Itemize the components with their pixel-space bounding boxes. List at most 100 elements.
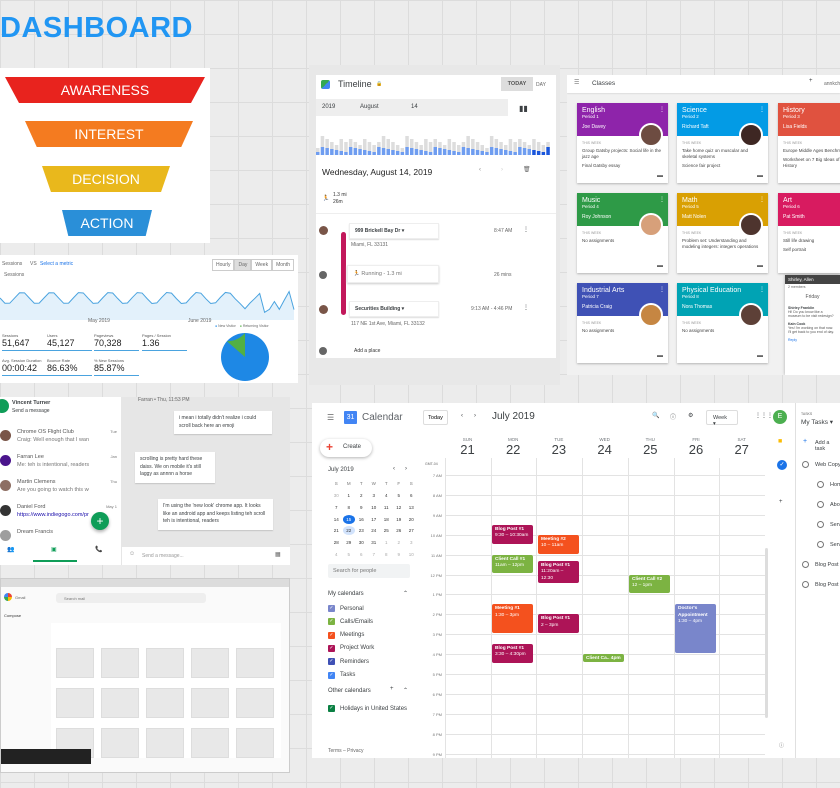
folder-icon[interactable]: ▬: [657, 353, 663, 359]
add-place-button[interactable]: Add a place: [354, 348, 381, 354]
class-name[interactable]: Art: [783, 197, 792, 204]
period-week[interactable]: Week: [251, 259, 273, 271]
attachment-thumbnail[interactable]: [101, 648, 139, 678]
settings-icon[interactable]: ⚙: [688, 413, 694, 419]
class-card[interactable]: Science Period 2 Richard Taft ⋮ THIS WEEK Tak…: [677, 103, 768, 183]
class-card[interactable]: Music Period 4 Roy Johnson ⋮ THIS WEEK No ass…: [577, 193, 668, 273]
conversation-item[interactable]: Chrome OS Flight Club Craig: Well enough …: [0, 427, 120, 451]
activity-segment[interactable]: 🏃 Running - 1.3 mi: [347, 265, 439, 283]
calendar-item[interactable]: ✓ Reminders: [328, 658, 369, 666]
calendar-item[interactable]: ✓ Meetings: [328, 631, 364, 639]
class-options-icon[interactable]: ⋮: [659, 197, 665, 203]
mini-calendar-day[interactable]: 19: [396, 516, 402, 522]
calendar-event[interactable]: Blog Post #1 2 – 3pm: [538, 614, 579, 634]
day-select[interactable]: 14: [411, 104, 418, 110]
more-options-icon[interactable]: ⋮: [523, 305, 529, 311]
assignment[interactable]: Worksheet on 7 Big Ideas of Western Hist…: [783, 157, 840, 169]
mini-calendar-day[interactable]: 29: [346, 540, 352, 546]
class-card[interactable]: Industrial Arts Period 7 Patricia Craig ⋮ TH…: [577, 283, 668, 363]
day-number[interactable]: 25: [643, 442, 658, 457]
class-card[interactable]: English Period 1 Joe Davey ⋮ THIS WEEK Group …: [577, 103, 668, 183]
mini-calendar-day[interactable]: 7: [372, 552, 375, 557]
conversation-item[interactable]: Daniel Ford https://www.indiegogo.com/pro…: [0, 502, 120, 526]
mini-calendar-day[interactable]: 1: [347, 493, 350, 498]
mini-calendar-day[interactable]: 5: [347, 552, 350, 557]
class-name[interactable]: English: [582, 107, 605, 114]
task-item[interactable]: Services: [817, 521, 840, 528]
search-icon[interactable]: 🔍: [652, 413, 660, 419]
mini-calendar-day[interactable]: 10: [408, 552, 414, 557]
search-input[interactable]: Search mail: [56, 593, 206, 603]
messages-tab-icon[interactable]: ▣: [51, 547, 57, 553]
next-week-button[interactable]: ›: [474, 413, 476, 419]
reply-button[interactable]: Reply: [788, 338, 797, 342]
mini-calendar-day[interactable]: 1: [384, 540, 388, 546]
mini-calendar-day[interactable]: 8: [384, 552, 388, 557]
task-checkbox[interactable]: [817, 501, 824, 508]
compose-button[interactable]: Compose: [4, 613, 22, 618]
emoji-icon[interactable]: ☺: [129, 551, 136, 557]
conversation-item[interactable]: Dream Francis: [0, 527, 120, 551]
add-class-icon[interactable]: +: [809, 78, 813, 84]
calendar-event[interactable]: Blog Post #1 11:20am – 12:30: [538, 561, 579, 584]
info-icon[interactable]: ⓘ: [779, 743, 785, 749]
footer-links[interactable]: Terms – Privacy: [328, 748, 364, 754]
attach-image-icon[interactable]: ▦: [275, 552, 281, 558]
mini-calendar-day[interactable]: 9: [397, 552, 400, 557]
mini-calendar-day[interactable]: 14: [333, 516, 339, 522]
help-icon[interactable]: ⓘ: [670, 415, 677, 421]
day-header-tue[interactable]: TUE 23: [536, 437, 581, 457]
day-number[interactable]: 26: [688, 442, 704, 457]
calendar-event[interactable]: Client Ca.. 4pm: [583, 654, 624, 663]
class-name[interactable]: History: [783, 107, 805, 114]
class-name[interactable]: Physical Education: [682, 287, 742, 294]
class-options-icon[interactable]: ⋮: [659, 287, 665, 293]
mini-calendar-day[interactable]: 26: [396, 528, 402, 534]
class-name[interactable]: Industrial Arts: [582, 287, 625, 294]
assignment[interactable]: Science fair project: [682, 163, 721, 169]
month-select[interactable]: August: [360, 104, 379, 110]
mini-calendar-day[interactable]: 17: [371, 516, 377, 522]
add-addon-icon[interactable]: +: [779, 499, 783, 505]
assignment[interactable]: Europe Middle Ages Benchmark: [783, 147, 840, 153]
calendar-item[interactable]: ✓ Tasks: [328, 671, 355, 679]
attachment-thumbnail[interactable]: [101, 728, 139, 758]
task-checkbox[interactable]: [817, 541, 824, 548]
attachment-thumbnail[interactable]: [236, 688, 274, 718]
assignment[interactable]: Problem set: Understanding and modeling …: [682, 237, 759, 250]
grid-scrollbar[interactable]: [765, 548, 768, 718]
mini-calendar-day[interactable]: 6: [359, 552, 363, 557]
calendar-event[interactable]: Blog Post #1 3:30 – 4:30pm: [492, 644, 533, 664]
calendar-event[interactable]: Doctor's Appointment 1:30 – 4pm: [675, 604, 716, 654]
attachment-thumbnail[interactable]: [146, 688, 184, 718]
checkbox[interactable]: ✓: [328, 644, 335, 652]
calendar-event[interactable]: Meeting #1 1:30 – 3pm: [492, 604, 533, 634]
mini-calendar-day[interactable]: 15: [342, 514, 355, 524]
task-checkbox[interactable]: [802, 581, 809, 588]
day-header-sat[interactable]: SAT 27: [719, 437, 764, 457]
folder-icon[interactable]: ▬: [757, 263, 763, 269]
checkbox[interactable]: ✓: [328, 605, 335, 612]
view-select[interactable]: Week ▾: [706, 410, 738, 427]
day-number[interactable]: 27: [734, 442, 749, 457]
calendar-item[interactable]: ✓ Project Work: [328, 644, 374, 652]
mini-calendar-day[interactable]: 20: [408, 516, 414, 522]
bar-chart-icon[interactable]: ▮▮: [519, 104, 528, 113]
attachment-thumbnail[interactable]: [101, 688, 139, 718]
checkbox[interactable]: ✓: [328, 705, 335, 712]
mini-calendar-day[interactable]: 21: [333, 528, 339, 534]
mini-calendar-day[interactable]: 18: [383, 516, 389, 522]
collapse-icon[interactable]: ⌃: [403, 591, 409, 597]
add-calendar-icon[interactable]: +: [390, 686, 394, 692]
mini-calendar-day[interactable]: 31: [371, 540, 377, 546]
class-name[interactable]: Music: [582, 197, 601, 204]
calendar-event[interactable]: Blog Post #1 9:30 – 10:30am: [492, 524, 533, 544]
day-number[interactable]: 22: [505, 442, 521, 457]
delete-icon[interactable]: 🗑: [523, 167, 531, 173]
metric-selector[interactable]: Sessions: [2, 261, 23, 267]
assignment[interactable]: No assignments: [682, 327, 715, 333]
class-options-icon[interactable]: ⋮: [759, 197, 765, 203]
add-place-icon[interactable]: [319, 347, 327, 355]
